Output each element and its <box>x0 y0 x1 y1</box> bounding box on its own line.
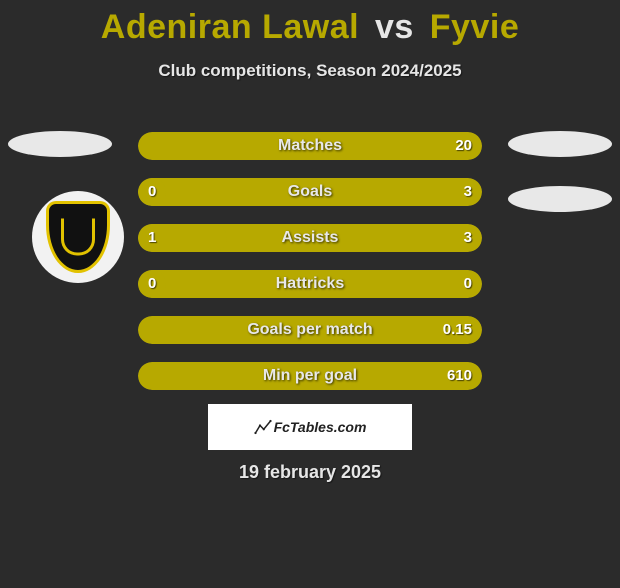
stat-row: 00Hattricks <box>138 270 482 298</box>
stat-label: Hattricks <box>138 270 482 298</box>
vs-label: vs <box>375 8 414 46</box>
player1-name: Adeniran Lawal <box>101 8 359 46</box>
stat-row: 0.15Goals per match <box>138 316 482 344</box>
stat-row: 13Assists <box>138 224 482 252</box>
player1-club-badge <box>32 191 124 283</box>
stat-label: Matches <box>138 132 482 160</box>
stats-container: 20Matches 03Goals 13Assists 00Hattricks 0.15… <box>138 132 482 408</box>
brand-box: FcTables.com <box>208 404 412 450</box>
player1-photo-placeholder <box>8 131 112 157</box>
shield-icon <box>46 201 110 273</box>
stat-row: 20Matches <box>138 132 482 160</box>
subtitle: Club competitions, Season 2024/2025 <box>0 61 620 81</box>
brand-text: FcTables.com <box>274 419 367 435</box>
comparison-title: Adeniran Lawal vs Fyvie <box>0 8 620 47</box>
player2-photo-placeholder <box>508 131 612 157</box>
stat-label: Goals per match <box>138 316 482 344</box>
player2-club-placeholder <box>508 186 612 212</box>
brand-logo: FcTables.com <box>254 418 367 436</box>
stat-label: Min per goal <box>138 362 482 390</box>
stat-label: Goals <box>138 178 482 206</box>
stat-label: Assists <box>138 224 482 252</box>
stat-row: 610Min per goal <box>138 362 482 390</box>
player2-name: Fyvie <box>430 8 519 46</box>
snapshot-date: 19 february 2025 <box>0 462 620 483</box>
chart-icon <box>254 418 272 436</box>
stat-row: 03Goals <box>138 178 482 206</box>
